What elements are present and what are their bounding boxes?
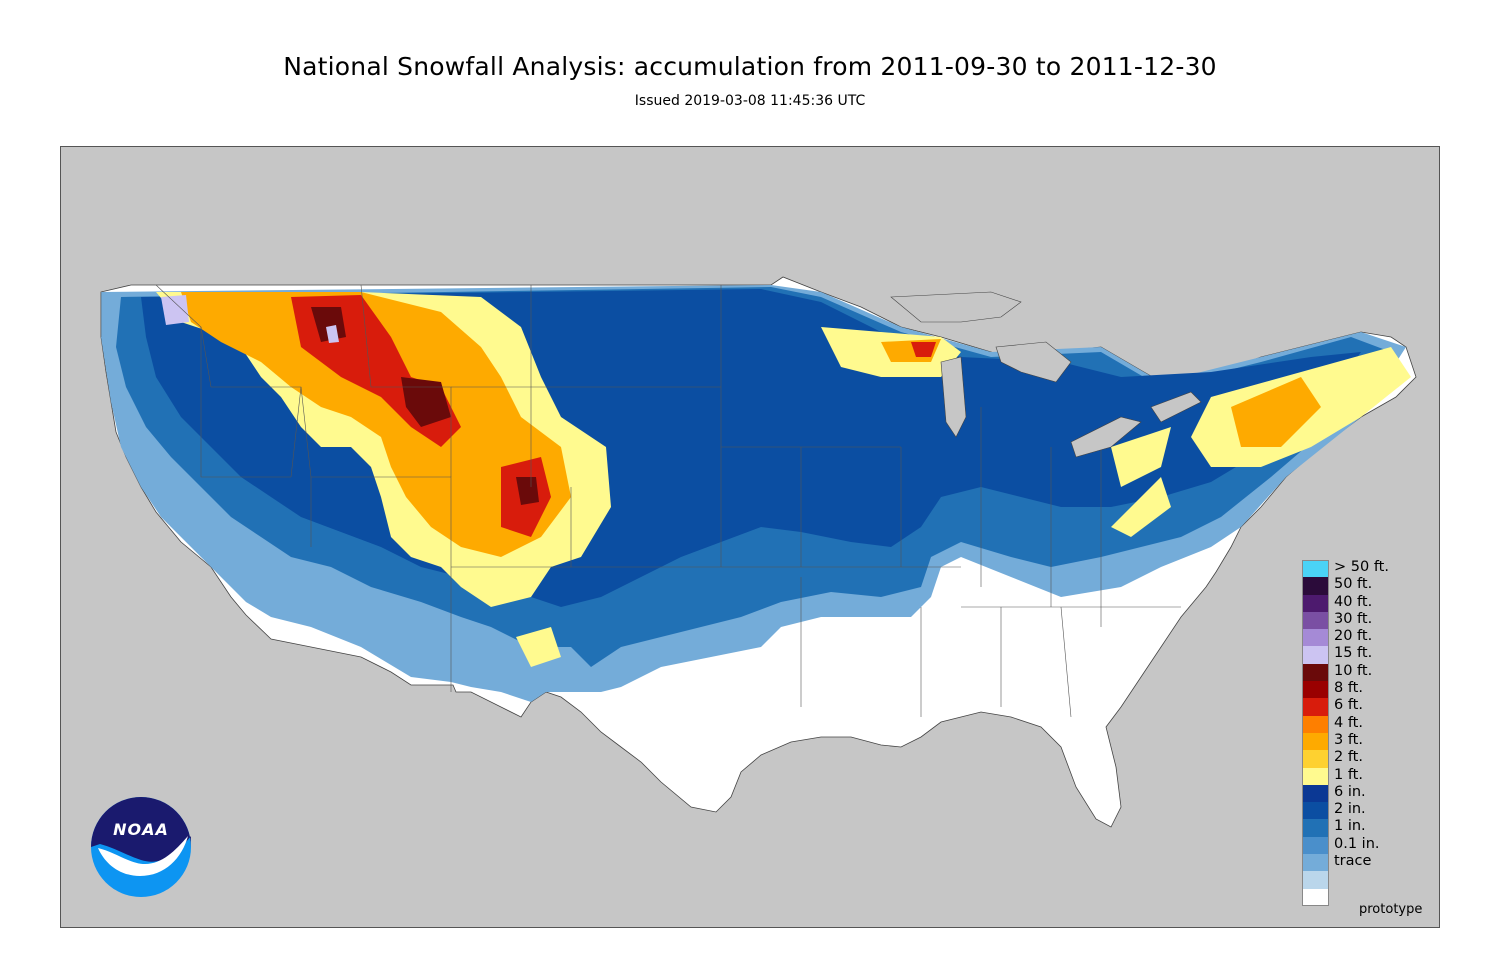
legend-swatch — [1302, 732, 1329, 751]
snowfall-map — [60, 146, 1440, 928]
legend-item: 2 in. — [1302, 801, 1432, 820]
legend-swatch — [1302, 802, 1329, 820]
prototype-label: prototype — [1359, 902, 1423, 917]
legend-swatch — [1302, 560, 1329, 578]
legend-swatch — [1302, 646, 1329, 664]
legend-item: 1 in. — [1302, 818, 1432, 837]
legend-label: 3 ft. — [1334, 731, 1363, 748]
great-lakes — [890, 291, 1202, 458]
legend-label: 6 ft. — [1334, 697, 1363, 714]
legend-label: 50 ft. — [1334, 576, 1373, 593]
legend-swatch — [1302, 715, 1329, 733]
legend-swatch — [1302, 750, 1329, 768]
noaa-emblem — [91, 797, 191, 897]
snow-10ft-zones — [311, 307, 539, 505]
legend-swatch — [1302, 888, 1329, 906]
legend-item: 3 ft. — [1302, 731, 1432, 751]
snow-15ft-zones — [161, 295, 339, 343]
legend-swatch — [1302, 819, 1329, 837]
legend-swatch — [1302, 577, 1329, 595]
noaa-logo: NOAA — [90, 796, 192, 898]
legend-item: 0.1 in. — [1302, 835, 1432, 855]
state-boundaries — [100, 284, 1181, 718]
legend-swatch — [1302, 836, 1329, 855]
legend-item: 40 ft. — [1302, 593, 1432, 612]
legend-swatch — [1302, 784, 1329, 803]
legend-label: 8 ft. — [1334, 680, 1363, 697]
legend-swatch — [1302, 698, 1329, 716]
legend-label: 20 ft. — [1334, 628, 1373, 645]
legend-item: 20 ft. — [1302, 628, 1432, 647]
legend-label: 1 in. — [1334, 818, 1366, 835]
legend-label: 10 ft. — [1334, 662, 1373, 679]
map-svg — [100, 276, 1417, 828]
legend-label: 30 ft. — [1334, 610, 1373, 627]
legend-swatch — [1302, 767, 1329, 785]
legend-item: 8 ft. — [1302, 680, 1432, 699]
legend-swatch — [1302, 594, 1329, 612]
legend-item: 4 ft. — [1302, 714, 1432, 733]
legend-tail-item — [1302, 888, 1432, 906]
legend-item: 2 ft. — [1302, 749, 1432, 768]
legend-swatch — [1302, 871, 1329, 889]
legend-label: 15 ft. — [1334, 645, 1373, 662]
legend-item: 10 ft. — [1302, 662, 1432, 682]
legend-label: 6 in. — [1334, 783, 1366, 800]
legend-item: 50 ft. — [1302, 576, 1432, 595]
legend-swatch — [1302, 663, 1329, 682]
legend-label: 1 ft. — [1334, 766, 1363, 783]
legend-swatch — [1302, 629, 1329, 647]
legend-swatch — [1302, 681, 1329, 699]
legend-item: 15 ft. — [1302, 645, 1432, 664]
noaa-logo-text: NOAA — [113, 820, 169, 839]
legend-item: 6 ft. — [1302, 697, 1432, 716]
issued-timestamp: Issued 2019-03-08 11:45:36 UTC — [634, 93, 866, 109]
legend-item: > 50 ft. — [1302, 559, 1432, 578]
legend-tail-item — [1302, 871, 1432, 889]
legend-label: 2 in. — [1334, 801, 1366, 818]
legend-item: trace — [1302, 853, 1432, 872]
legend-swatch — [1302, 611, 1329, 630]
legend-label: trace — [1334, 853, 1372, 870]
legend-item: 1 ft. — [1302, 766, 1432, 785]
legend-label: 0.1 in. — [1334, 835, 1380, 852]
legend: > 50 ft. 50 ft. 40 ft. 30 ft. 20 ft. 15 ft. 10… — [1302, 559, 1432, 906]
legend-item: 30 ft. — [1302, 610, 1432, 630]
legend-item: 6 in. — [1302, 783, 1432, 803]
map-title: National Snowfall Analysis: accumulation… — [283, 52, 1217, 81]
legend-label: > 50 ft. — [1334, 559, 1389, 575]
legend-label: 40 ft. — [1334, 593, 1373, 610]
legend-swatch — [1302, 854, 1329, 872]
legend-label: 4 ft. — [1334, 714, 1363, 731]
legend-label: 2 ft. — [1334, 749, 1363, 766]
